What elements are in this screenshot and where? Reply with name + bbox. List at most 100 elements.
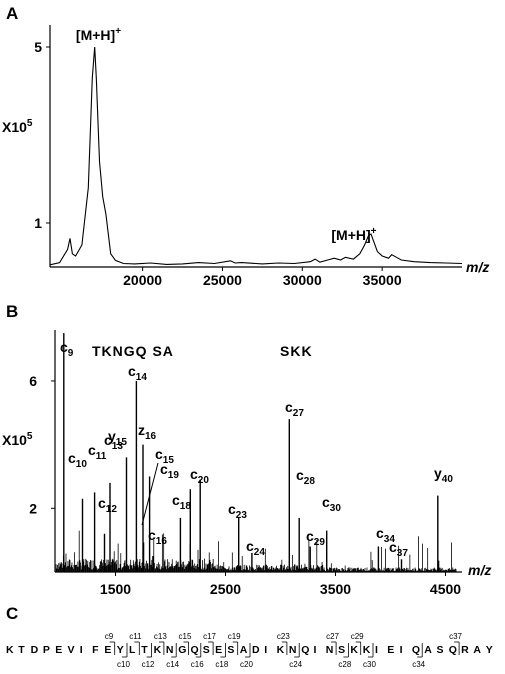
peak-label-c16: c16 (148, 527, 167, 547)
residue-16: Q (191, 644, 200, 656)
peak-annotation: [M+H]+ (76, 26, 121, 43)
residue-27: N (326, 644, 334, 656)
sequence-tag: TKNGQ SA (92, 343, 174, 359)
residue-4: P (43, 644, 51, 656)
peak-label-c30: c30 (322, 494, 341, 514)
c-ion-label: c23 (277, 632, 290, 641)
x-axis-label: m/z (466, 259, 489, 275)
peak-label-c10: c10 (68, 450, 87, 470)
x-tick-label: 4500 (430, 581, 461, 597)
residue-6: V (68, 644, 76, 656)
c-ion-label: c19 (228, 632, 241, 641)
c-ion-label: c16 (191, 660, 204, 669)
c-ion-label: c14 (166, 660, 179, 669)
residue-1: K (6, 644, 14, 656)
peak-label-c19: c19 (160, 461, 179, 481)
c-ion-label: c29 (351, 632, 364, 641)
x-tick-label: 25000 (203, 272, 242, 288)
residue-19: S (227, 644, 235, 656)
residue-30: K (363, 644, 371, 656)
y-axis-label: X105 (2, 431, 33, 448)
c-ion-label: c28 (338, 660, 351, 669)
sequence-tag: SKK (280, 343, 313, 359)
residue-9: E (104, 644, 112, 656)
c-ion-label: c12 (142, 660, 155, 669)
residue-34: Q (412, 644, 421, 656)
residue-38: R (461, 644, 469, 656)
c-ion-label: c11 (129, 632, 142, 641)
y-tick-label: 1 (34, 215, 42, 231)
peak-label-c13: c13 (104, 432, 123, 452)
panel-b-label: B (6, 302, 18, 321)
residue-32: E (387, 644, 395, 656)
x-tick-label: 30000 (283, 272, 322, 288)
residue-25: Q (301, 644, 310, 656)
peak-label-c11: c11 (88, 442, 107, 462)
panel-a-axes: 20000 25000 30000 35000 1 5 X105 m/z (2, 25, 489, 288)
c-ion-label: c15 (179, 632, 192, 641)
panel-a-text: [M+H]+ [M+H]+ (76, 26, 377, 243)
residue-22: I (264, 644, 267, 656)
residue-28: S (338, 644, 346, 656)
x-tick-label: 20000 (123, 272, 162, 288)
peak-annotation: [M+H]+ (331, 226, 376, 243)
peak-label-c28: c28 (296, 467, 315, 487)
peak-label-c9: c9 (60, 339, 74, 359)
residue-26: I (314, 644, 317, 656)
c-ion-label: c37 (449, 632, 462, 641)
panel-a-label: A (6, 4, 18, 23)
x-tick-label: 1500 (100, 581, 131, 597)
x-axis-label: m/z (468, 562, 491, 578)
panel-c-label: C (6, 604, 18, 623)
residue-37: Q (449, 644, 458, 656)
panel-b-axes: 1500 2500 3500 4500 2 6 X105 m/z (2, 330, 491, 597)
panel-a-trace (49, 46, 463, 266)
peak-label-z16: z16 (138, 422, 157, 442)
panel-b-peaks (55, 333, 457, 572)
peak-label-c18: c18 (172, 492, 191, 512)
residue-31: I (375, 644, 378, 656)
peak-label-y15: y15 (108, 428, 127, 448)
residue-24: N (289, 644, 297, 656)
residue-20: A (240, 644, 248, 656)
residue-12: T (141, 644, 148, 656)
residue-29: K (350, 644, 358, 656)
x-tick-label: 3500 (320, 581, 351, 597)
c-ion-label: c30 (363, 660, 376, 669)
spectrum-trace (49, 46, 463, 266)
x-tick-label: 2500 (210, 581, 241, 597)
residue-18: E (215, 644, 223, 656)
c-ion-label: c34 (412, 660, 425, 669)
peak-label-c37: c37 (389, 539, 408, 559)
x-tick-label: 35000 (363, 272, 402, 288)
residue-14: N (166, 644, 174, 656)
y-axis-label: X105 (2, 118, 33, 135)
residue-33: I (400, 644, 403, 656)
peak-label-c14: c14 (128, 363, 147, 383)
residue-39: A (473, 644, 481, 656)
residue-5: E (55, 644, 63, 656)
c-ion-label: c27 (326, 632, 339, 641)
peak-label-c12: c12 (98, 495, 117, 515)
residue-15: G (178, 644, 187, 656)
peak-label-c24: c24 (246, 538, 265, 558)
residue-21: D (252, 644, 260, 656)
c-ion-label: c20 (240, 660, 253, 669)
residue-3: D (31, 644, 39, 656)
y-tick-label: 5 (34, 39, 42, 55)
peak-label-c27: c27 (285, 399, 304, 419)
residue-7: I (80, 644, 83, 656)
c-ion-label: c18 (215, 660, 228, 669)
residue-8: F (92, 644, 99, 656)
peak-label-c15: c15 (155, 446, 174, 466)
c-ion-label: c13 (154, 632, 167, 641)
c-ion-label: c10 (117, 660, 130, 669)
y-tick-label: 2 (29, 500, 37, 516)
peak-label-c20: c20 (190, 466, 209, 486)
peak-label-c23: c23 (228, 501, 247, 521)
